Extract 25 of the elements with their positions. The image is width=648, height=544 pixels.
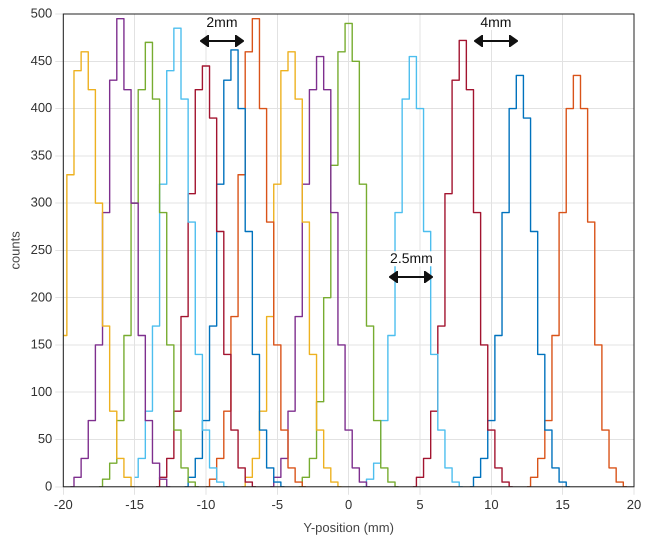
x-tick-label: 5 xyxy=(416,497,424,512)
x-axis-title: Y-position (mm) xyxy=(303,520,394,535)
annotation: 2.5mm xyxy=(390,250,433,266)
y-tick-label: 0 xyxy=(45,478,52,494)
annotation: 2mm xyxy=(206,14,238,30)
x-tick-label: -15 xyxy=(125,497,144,512)
y-tick-label: 350 xyxy=(30,147,52,162)
y-tick-label: 300 xyxy=(30,194,52,210)
y-tick-label: 450 xyxy=(30,52,52,68)
annotation: 4mm xyxy=(480,14,512,30)
y-tick-label: 150 xyxy=(30,336,52,352)
x-tick-label: -20 xyxy=(54,497,73,512)
x-tick-label: -10 xyxy=(196,497,216,512)
x-tick-label: -5 xyxy=(272,497,284,512)
y-tick-label: 100 xyxy=(30,384,52,399)
y-tick-label: 400 xyxy=(30,100,52,116)
y-tick-label: 500 xyxy=(30,6,52,21)
x-tick-label: 0 xyxy=(345,497,352,512)
y-axis-title: counts xyxy=(7,230,22,270)
y-tick-label: 250 xyxy=(30,242,52,257)
y-tick-label: 200 xyxy=(30,289,52,304)
x-tick-label: 10 xyxy=(484,497,499,512)
x-tick-label: 15 xyxy=(555,497,570,512)
x-tick-label: 20 xyxy=(626,497,642,512)
y-tick-label: 50 xyxy=(38,431,52,446)
